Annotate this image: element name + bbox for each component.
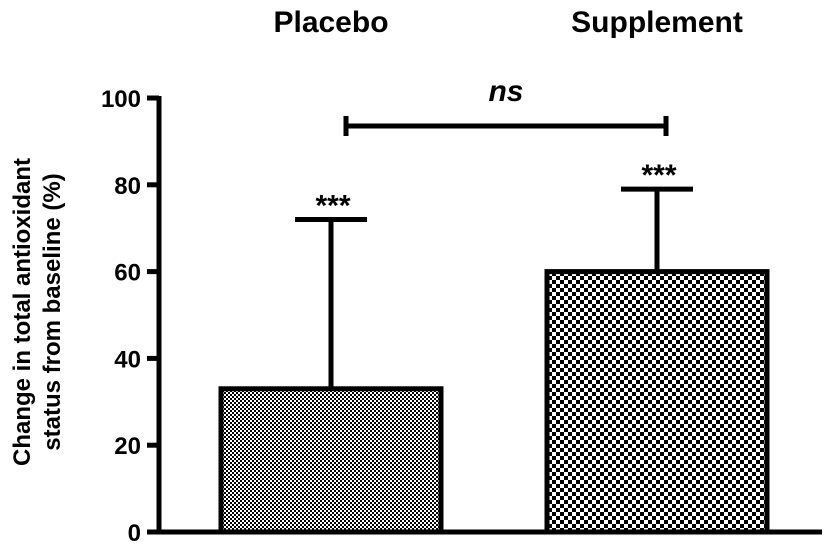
y-axis-title-line-2: status from baseline (%) <box>39 173 66 450</box>
bar-placebo <box>218 386 444 535</box>
category-label-supplement: Supplement <box>571 6 743 39</box>
y-axis-title-line-1: Change in total antioxidant <box>9 158 36 466</box>
y-tick-label: 60 <box>114 260 141 287</box>
y-tick-label: 40 <box>114 346 141 373</box>
comparison-label: ns <box>488 75 523 108</box>
y-tick-label: 0 <box>128 520 141 547</box>
y-tick-label: 80 <box>114 173 141 200</box>
bar-supplement <box>544 269 770 535</box>
chart-marks <box>147 95 822 535</box>
y-tick-label: 20 <box>114 433 141 460</box>
category-label-placebo: Placebo <box>273 6 388 39</box>
y-tick-label: 100 <box>101 86 141 113</box>
